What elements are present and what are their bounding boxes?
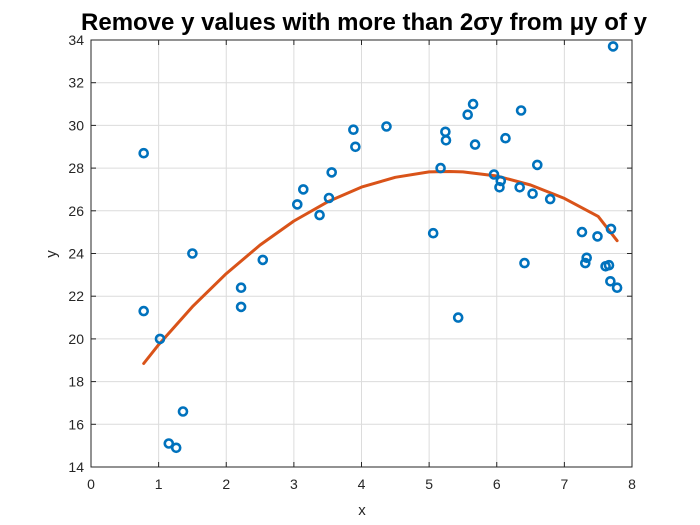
scatter-point — [257, 254, 269, 266]
scatter-point — [323, 192, 335, 204]
scatter-point — [488, 169, 500, 180]
scatter-point — [187, 248, 198, 259]
x-tick-label: 8 — [628, 476, 636, 492]
x-tick-label: 5 — [425, 476, 433, 492]
scatter-point — [138, 305, 149, 317]
y-tick-label: 28 — [68, 160, 84, 176]
x-tick-label: 3 — [290, 476, 298, 492]
y-tick-label: 14 — [68, 459, 84, 475]
y-tick-label: 18 — [68, 374, 84, 390]
y-tick-label: 22 — [68, 288, 84, 304]
scatter-point — [348, 124, 359, 135]
scatter-point — [467, 98, 479, 110]
scatter-point — [527, 188, 538, 199]
y-tick-label: 24 — [68, 246, 84, 262]
scatter-point — [469, 139, 481, 150]
scatter-point — [579, 257, 591, 269]
x-tick-label: 6 — [493, 476, 501, 492]
chart-title: Remove y values with more than 2σy from … — [81, 9, 648, 36]
scatter-point — [452, 312, 464, 323]
x-tick-label: 1 — [155, 476, 163, 492]
x-axis-label: x — [358, 502, 366, 519]
scatter-point — [297, 184, 309, 195]
scatter-point — [500, 132, 511, 144]
x-tick-label: 2 — [222, 476, 230, 492]
scatter-point — [138, 147, 149, 159]
y-axis-ticks: 14 16 18 20 22 24 26 28 30 32 34 — [68, 32, 632, 475]
scatter-point — [576, 226, 588, 238]
scatter-point — [495, 175, 507, 187]
x-tick-label: 7 — [560, 476, 568, 492]
y-tick-label: 16 — [68, 416, 84, 432]
scatter-point — [154, 333, 166, 345]
scatter-point — [519, 257, 530, 269]
scatter-point — [163, 438, 175, 449]
y-tick-label: 20 — [68, 331, 84, 347]
scatter-point — [592, 231, 603, 242]
y-tick-label: 30 — [68, 117, 84, 133]
grid — [90, 39, 633, 468]
scatter-point — [291, 199, 303, 210]
scatter-point — [440, 135, 452, 146]
scatter-point — [462, 109, 474, 120]
scatter-point — [494, 182, 505, 193]
scatter-point — [170, 442, 182, 454]
y-axis-label: y — [43, 250, 60, 258]
scatter-point — [531, 159, 543, 171]
x-tick-label: 4 — [358, 476, 366, 492]
scatter-point — [607, 41, 619, 52]
scatter-point — [326, 167, 338, 178]
scatter-point — [611, 282, 623, 294]
scatter-point — [235, 282, 247, 294]
y-tick-label: 34 — [68, 32, 84, 48]
scatter-points — [138, 41, 623, 454]
y-tick-label: 26 — [68, 203, 84, 219]
x-tick-label: 0 — [87, 476, 95, 492]
scatter-point — [314, 209, 325, 221]
scatter-point — [605, 275, 616, 287]
y-tick-label: 32 — [68, 75, 84, 91]
fit-curve-layer — [142, 170, 619, 365]
scatter-point — [427, 227, 439, 239]
scatter-point — [235, 301, 247, 313]
scatter-point — [381, 121, 392, 132]
scatter-point — [514, 182, 526, 193]
scatter-point — [435, 162, 446, 174]
scatter-point — [581, 252, 593, 264]
scatter-point — [605, 223, 617, 235]
x-axis-ticks: 0 1 2 3 4 5 6 7 8 — [87, 40, 636, 492]
scatter-point — [350, 141, 361, 153]
scatter-point — [603, 259, 615, 271]
scatter-point — [544, 193, 556, 205]
scatter-point — [515, 105, 527, 116]
fit-curve — [142, 170, 619, 365]
scatter-point — [177, 406, 189, 417]
